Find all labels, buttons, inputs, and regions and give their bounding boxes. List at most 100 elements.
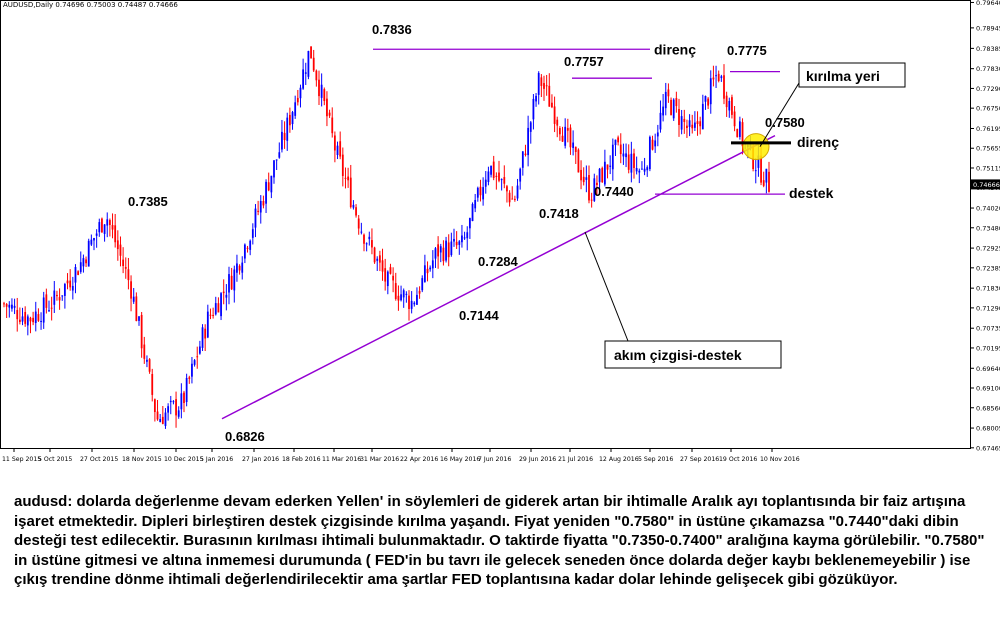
candle-body bbox=[757, 155, 760, 168]
candle-body bbox=[26, 316, 29, 326]
x-tick-label: 12 Aug 2016 bbox=[599, 456, 639, 463]
candle-body bbox=[601, 167, 604, 183]
candle-body bbox=[760, 155, 762, 183]
break-highlight bbox=[742, 133, 770, 161]
candle-body bbox=[336, 145, 339, 156]
candle-body bbox=[286, 117, 289, 141]
current-price-label: 0.74666 bbox=[973, 181, 1000, 189]
candle-body bbox=[662, 106, 665, 116]
candle-body bbox=[482, 187, 485, 200]
x-tick-label: 27 Jan 2016 bbox=[242, 456, 279, 463]
candle-body bbox=[61, 295, 64, 297]
candle-body bbox=[495, 175, 498, 177]
candle-body bbox=[69, 280, 72, 288]
x-tick-label: 10 Nov 2016 bbox=[760, 456, 800, 463]
candle-body bbox=[466, 232, 469, 239]
candle-body bbox=[458, 241, 461, 245]
candle-body bbox=[622, 153, 625, 157]
candle-body bbox=[450, 241, 453, 256]
candle-body bbox=[241, 262, 244, 273]
candle-body bbox=[378, 255, 381, 263]
candle-body bbox=[130, 281, 132, 299]
candle-body bbox=[138, 316, 140, 321]
candle-body bbox=[257, 210, 260, 212]
candle-body bbox=[18, 319, 21, 323]
x-tick-label: 11 Sep 2015 bbox=[2, 456, 41, 463]
candle-body bbox=[206, 311, 209, 338]
candle-body bbox=[543, 83, 545, 89]
candle-body bbox=[13, 305, 16, 308]
candle-body bbox=[667, 89, 670, 97]
candle-body bbox=[74, 267, 77, 283]
candle-body bbox=[222, 291, 225, 294]
candle-body bbox=[185, 377, 188, 403]
candle-body bbox=[225, 294, 228, 298]
candle-body bbox=[648, 136, 651, 170]
x-tick-label: 22 Apr 2016 bbox=[400, 456, 438, 463]
candle-body bbox=[180, 393, 183, 410]
candle-body bbox=[513, 198, 516, 200]
price-annotation: 0.7144 bbox=[459, 308, 500, 323]
candle-body bbox=[590, 199, 593, 201]
candle-body bbox=[577, 149, 580, 173]
trend-label: akım çizgisi-destek bbox=[614, 347, 742, 363]
candle-body bbox=[108, 220, 111, 226]
x-tick-label: 7 Jun 2016 bbox=[478, 456, 511, 463]
price-annotation: 0.7757 bbox=[564, 54, 604, 69]
candle-body bbox=[93, 238, 95, 241]
candle-body bbox=[201, 327, 204, 348]
x-tick-label: 21 Jul 2016 bbox=[558, 456, 593, 463]
candle-body bbox=[169, 400, 172, 403]
candle-body bbox=[429, 267, 432, 270]
candle-body bbox=[24, 311, 27, 324]
x-tick-label: 5 Jan 2016 bbox=[200, 456, 233, 463]
y-tick-label: 0.68005 bbox=[976, 425, 1000, 433]
x-tick-label: 11 Mar 2016 bbox=[322, 456, 361, 463]
y-tick-label: 0.76195 bbox=[976, 125, 1000, 133]
price-annotation: 0.7284 bbox=[478, 254, 519, 269]
candle-body bbox=[442, 247, 445, 262]
candle-body bbox=[506, 186, 508, 192]
candle-body bbox=[447, 242, 450, 258]
candle-body bbox=[656, 132, 659, 137]
candle-body bbox=[352, 204, 355, 208]
candle-body bbox=[262, 201, 265, 206]
candle-body bbox=[122, 259, 125, 267]
candle-body bbox=[111, 225, 114, 230]
level-label-destek: destek bbox=[789, 185, 834, 201]
candle-body bbox=[251, 229, 254, 238]
candle-body bbox=[651, 139, 654, 150]
x-tick-label: 16 May 2016 bbox=[440, 456, 480, 463]
candle-body bbox=[691, 124, 694, 129]
price-annotation: 0.7775 bbox=[727, 43, 767, 58]
candle-body bbox=[569, 127, 572, 148]
candle-body bbox=[310, 46, 312, 59]
candle-body bbox=[302, 69, 305, 89]
candle-body bbox=[558, 128, 561, 135]
candle-body bbox=[368, 236, 371, 240]
candle-body bbox=[527, 127, 530, 156]
candle-body bbox=[405, 293, 408, 295]
price-annotation: 0.7580 bbox=[765, 115, 805, 130]
y-tick-label: 0.72385 bbox=[976, 264, 1000, 272]
candle-body bbox=[357, 218, 360, 229]
candle-body bbox=[503, 177, 506, 184]
candle-body bbox=[733, 111, 736, 127]
candle-body bbox=[127, 269, 130, 281]
candle-body bbox=[159, 418, 162, 422]
candle-body bbox=[572, 142, 575, 148]
candle-body bbox=[90, 239, 93, 245]
candle-body bbox=[294, 102, 297, 116]
candle-body bbox=[453, 238, 455, 242]
candle-body bbox=[371, 240, 373, 248]
candle-body bbox=[619, 144, 622, 155]
candle-body bbox=[21, 316, 24, 322]
candle-body bbox=[574, 146, 577, 153]
candle-body bbox=[500, 179, 503, 181]
candle-body bbox=[720, 76, 723, 79]
